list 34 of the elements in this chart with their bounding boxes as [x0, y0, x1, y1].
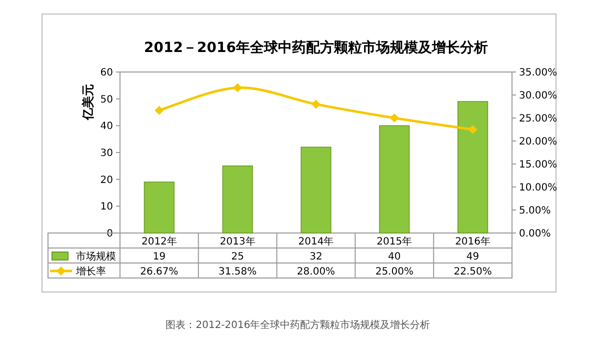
data-label: 22.50%: [454, 266, 492, 278]
y2-tick-label: 35.00%: [519, 68, 558, 78]
y2-tick-label: 10.00%: [519, 182, 558, 194]
y-tick-label: 10: [100, 202, 113, 213]
y-tick-label: 40: [100, 121, 113, 132]
data-label: 40: [388, 252, 401, 262]
data-label: 31.58%: [218, 266, 257, 278]
y2-tick-label: 0.00%: [519, 228, 551, 240]
data-label: 26.67%: [140, 266, 178, 278]
legend-label: 市场规模: [76, 250, 116, 262]
y2-tick-label: 30.00%: [519, 90, 558, 102]
y-tick-label: 50: [100, 94, 113, 106]
y2-tick-label: 25.00%: [519, 114, 558, 124]
y-axis-title: 亿美元: [81, 84, 95, 121]
data-label: 25.00%: [375, 266, 414, 278]
x-tick-label: 2012年: [141, 236, 177, 248]
data-label: 25: [231, 252, 244, 262]
x-tick-label: 2016年: [455, 236, 491, 248]
legend-label: 增长率: [75, 266, 106, 278]
data-label: 49: [466, 252, 480, 262]
y2-tick-label: 5.00%: [519, 206, 551, 216]
y-tick-label: 30: [100, 148, 113, 159]
y-tick-label: 20: [100, 174, 113, 186]
y2-tick-label: 15.00%: [519, 160, 558, 170]
y-tick-label: 60: [100, 68, 113, 78]
y2-tick-label: 20.00%: [519, 136, 558, 148]
chart-title: 2012－2016年全球中药配方颗粒市场规模及增长分析: [144, 39, 488, 56]
text: 图表：2012-2016年全球中药配方颗粒市场规模及增长分析: [166, 319, 430, 331]
x-tick-label: 2013年: [220, 236, 256, 248]
x-tick-label: 2014年: [298, 236, 334, 248]
data-label: 28.00%: [296, 266, 336, 278]
data-label: 32: [310, 252, 322, 262]
x-tick-label: 2015年: [376, 236, 412, 248]
data-label: 19: [152, 252, 166, 262]
